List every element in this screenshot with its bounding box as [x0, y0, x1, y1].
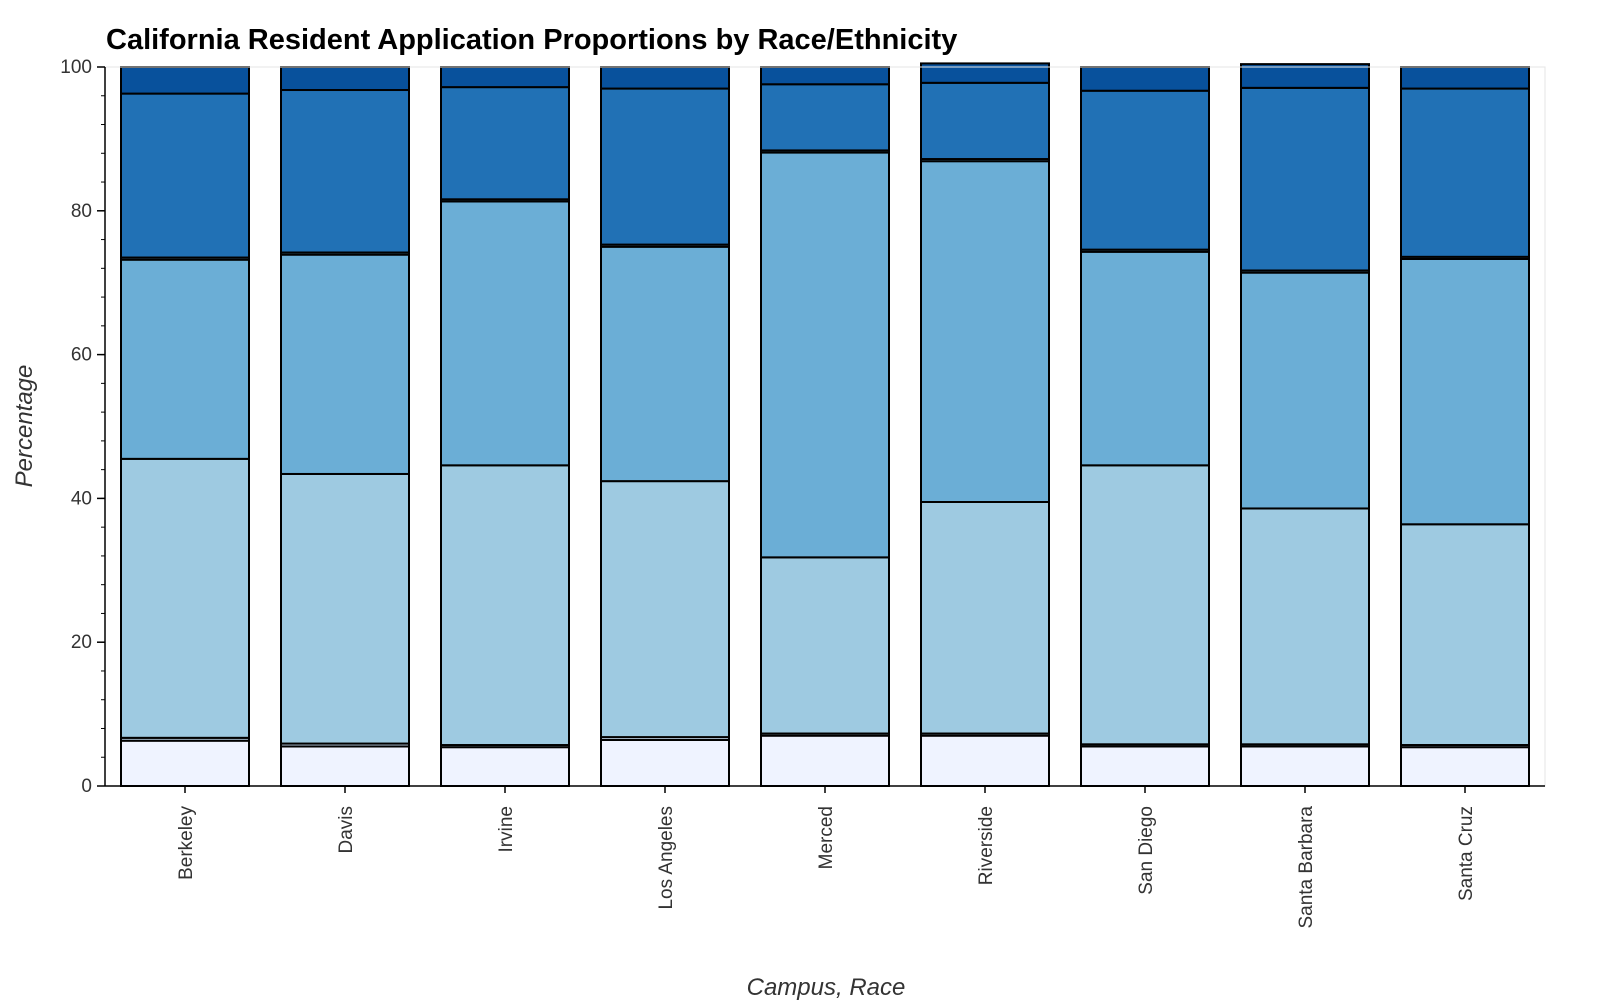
bar-segment — [760, 734, 890, 787]
bar-segment — [600, 480, 730, 739]
y-tick-label: 100 — [60, 57, 92, 78]
x-tick-label: Santa Cruz — [1456, 806, 1477, 901]
bars-layer — [120, 62, 1530, 788]
bar-segment — [1400, 746, 1530, 787]
bar-segment — [1240, 507, 1370, 746]
bar-segment — [1080, 250, 1210, 467]
y-axis: 0 20 40 60 80 100 — [60, 57, 106, 797]
bar-segment — [280, 472, 410, 745]
x-axis-label: Campus, Race — [747, 974, 906, 1000]
bar-stack-merced — [760, 66, 890, 787]
bar-segment — [760, 66, 890, 86]
bar-stack-santa-barbara — [1240, 63, 1370, 788]
x-tick-label: Davis — [336, 806, 357, 854]
y-tick-label: 60 — [71, 345, 92, 366]
bar-segment — [920, 62, 1050, 84]
x-tick-label: Riverside — [976, 806, 997, 885]
bar-segment — [600, 87, 730, 246]
bar-segment — [120, 739, 250, 788]
bar-segment — [600, 245, 730, 483]
bar-segment — [1240, 86, 1370, 272]
bar-stack-santa-cruz — [1400, 66, 1530, 787]
bar-segment — [1080, 464, 1210, 746]
bar-segment — [920, 734, 1050, 787]
bar-segment — [760, 556, 890, 735]
bar-segment — [600, 738, 730, 787]
bar-segment — [600, 66, 730, 90]
bar-segment — [120, 457, 250, 739]
bar-segment — [760, 83, 890, 152]
bar-segment — [440, 86, 570, 201]
y-tick-label: 80 — [71, 201, 92, 222]
bar-stack-los-angeles — [600, 66, 730, 787]
bar-segment — [1400, 66, 1530, 90]
x-tick-label: Irvine — [496, 806, 517, 852]
y-tick-label: 40 — [71, 488, 92, 509]
y-tick-label: 0 — [81, 776, 92, 797]
x-tick-label: Berkeley — [176, 806, 197, 880]
x-tick-label: Merced — [816, 806, 837, 869]
chart-title: California Resident Application Proporti… — [106, 24, 957, 56]
x-tick-label: Los Angeles — [656, 806, 677, 910]
bar-stack-riverside — [920, 62, 1050, 787]
bar-segment — [1240, 63, 1370, 89]
bar-segment — [1400, 87, 1530, 258]
bar-segment — [920, 81, 1050, 161]
x-axis: Berkeley Davis Irvine Los Angeles Merced Rive… — [105, 785, 1545, 929]
bar-segment — [440, 746, 570, 787]
bar-stack-san-diego — [1080, 66, 1210, 788]
x-tick-label: Santa Barbara — [1296, 806, 1317, 929]
bar-segment — [280, 253, 410, 475]
y-axis-label: Percentage — [11, 365, 38, 488]
bar-segment — [920, 501, 1050, 735]
bar-segment — [760, 151, 890, 559]
bar-segment — [1400, 257, 1530, 526]
bar-segment — [1080, 89, 1210, 251]
bar-segment — [920, 160, 1050, 503]
bar-segment — [440, 464, 570, 747]
bar-segment — [280, 745, 410, 788]
bar-segment — [440, 200, 570, 467]
bar-stack-berkeley — [120, 66, 250, 788]
bar-segment — [1240, 271, 1370, 510]
bar-segment — [1080, 66, 1210, 92]
bar-segment — [120, 258, 250, 460]
bar-stack-davis — [280, 66, 410, 788]
bar-segment — [280, 66, 410, 92]
bar-segment — [1400, 523, 1530, 747]
bar-segment — [120, 92, 250, 259]
bar-segment — [280, 89, 410, 254]
y-tick-label: 20 — [71, 632, 92, 653]
bar-segment — [120, 66, 250, 95]
bar-segment — [1240, 745, 1370, 788]
bar-segment — [1080, 745, 1210, 788]
bar-stack-irvine — [440, 66, 570, 787]
x-tick-label: San Diego — [1136, 806, 1157, 895]
bar-segment — [440, 66, 570, 89]
